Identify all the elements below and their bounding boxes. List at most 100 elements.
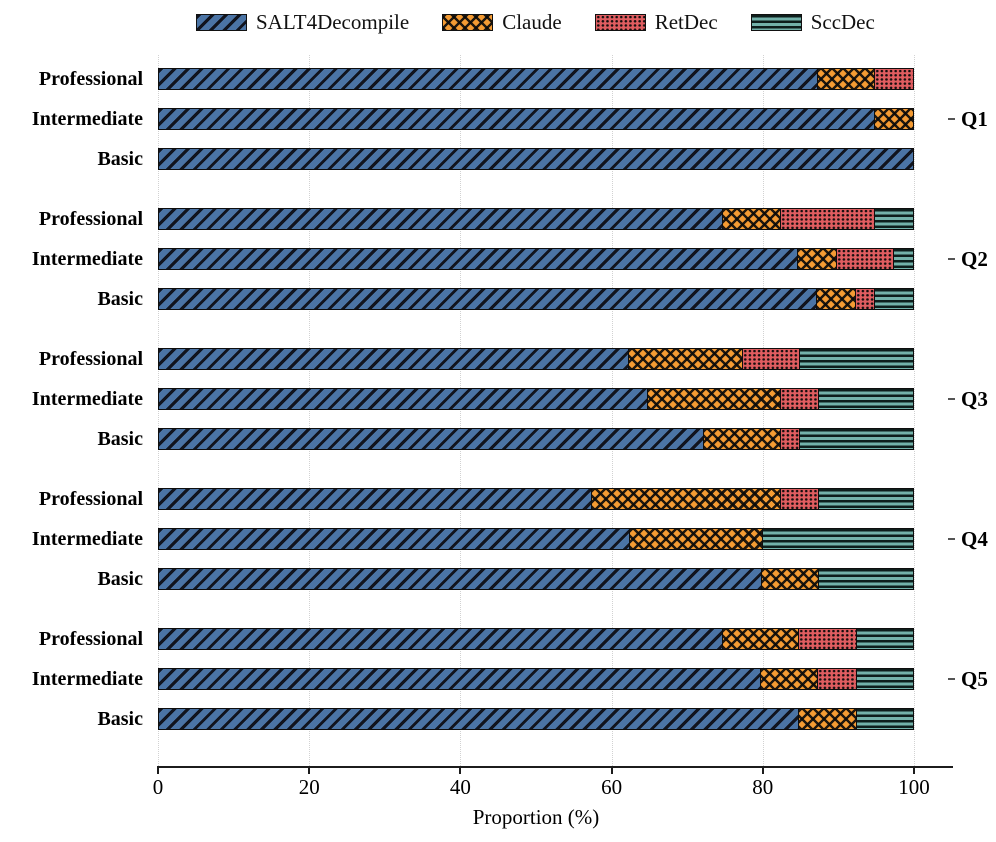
group-label-q4: Q4: [948, 526, 988, 551]
bar-segment-retdec: [875, 69, 913, 89]
group-tick-q4: [948, 538, 955, 540]
bar-segment-retdec: [818, 669, 857, 689]
group-tick-q5: [948, 678, 955, 680]
x-tick-100: [913, 766, 915, 774]
bar-segment-claude: [630, 529, 763, 549]
bar-q4-intermediate: [158, 528, 914, 550]
gridline-x-100: [914, 55, 915, 766]
legend-swatch-sccdec: [750, 14, 802, 31]
group-label-text-q5: Q5: [961, 666, 988, 691]
x-tick-label-100: 100: [898, 775, 930, 799]
group-label-text-q1: Q1: [961, 106, 988, 131]
x-tick-label-60: 60: [601, 775, 623, 799]
bar-segment-salt4decompile: [159, 209, 724, 229]
bar-segment-retdec: [780, 489, 820, 509]
x-tick-20: [308, 766, 311, 774]
bar-segment-salt4decompile: [159, 149, 913, 169]
bar-segment-salt4decompile: [159, 569, 762, 589]
bar-q5-intermediate: [158, 668, 914, 690]
row-label-q2-basic: Basic: [97, 288, 143, 310]
row-label-q4-professional: Professional: [38, 488, 143, 510]
bar-segment-sccdec: [894, 249, 913, 269]
bar-segment-retdec: [780, 389, 820, 409]
bar-q1-intermediate: [158, 108, 914, 130]
bar-segment-claude: [723, 629, 800, 649]
legend-label-claude: Claude: [502, 10, 562, 34]
bar-segment-retdec: [780, 429, 801, 449]
chart-legend: SALT4Decompile Claude RetDec SccDec: [196, 10, 875, 35]
bar-segment-retdec: [836, 249, 895, 269]
row-label-q5-intermediate: Intermediate: [31, 668, 143, 690]
group-tick-q3: [948, 398, 955, 400]
bar-segment-sccdec: [875, 289, 913, 309]
row-label-q1-professional: Professional: [38, 68, 143, 90]
group-label-text-q4: Q4: [961, 526, 988, 551]
group-label-q5: Q5: [948, 666, 988, 691]
legend-item-sccdec: SccDec: [750, 10, 875, 35]
bar-segment-sccdec: [800, 349, 914, 369]
bar-segment-salt4decompile: [159, 249, 799, 269]
bar-q3-basic: [158, 428, 914, 450]
row-label-q3-intermediate: Intermediate: [31, 388, 143, 410]
row-label-q3-basic: Basic: [97, 428, 143, 450]
bar-segment-claude: [591, 489, 781, 509]
bar-segment-claude: [818, 69, 876, 89]
row-label-q4-basic: Basic: [97, 568, 143, 590]
bar-segment-sccdec: [819, 489, 913, 509]
bar-segment-claude: [704, 429, 781, 449]
group-label-q3: Q3: [948, 386, 988, 411]
row-label-q4-intermediate: Intermediate: [31, 528, 143, 550]
x-tick-label-80: 80: [752, 775, 774, 799]
legend-label-retdec: RetDec: [654, 10, 718, 34]
x-tick-label-0: 0: [152, 775, 164, 799]
group-label-text-q3: Q3: [961, 386, 988, 411]
bar-q2-basic: [158, 288, 914, 310]
legend-item-claude: Claude: [442, 10, 562, 35]
bar-segment-sccdec: [819, 389, 913, 409]
gridline-x-40: [460, 55, 462, 766]
x-axis-line: [157, 766, 953, 768]
bar-segment-sccdec: [875, 209, 913, 229]
bar-segment-sccdec: [856, 629, 913, 649]
gridline-x-80: [762, 55, 764, 766]
bar-q3-intermediate: [158, 388, 914, 410]
x-tick-0: [157, 766, 159, 774]
group-label-q1: Q1: [948, 106, 988, 131]
bar-segment-retdec: [780, 209, 876, 229]
bar-q1-basic: [158, 148, 914, 170]
bar-segment-salt4decompile: [159, 629, 724, 649]
legend-swatch-salt4decompile: [196, 14, 247, 31]
bar-segment-claude: [875, 109, 913, 129]
bar-segment-sccdec: [856, 709, 914, 729]
bar-segment-salt4decompile: [159, 429, 705, 449]
bar-segment-claude: [799, 709, 857, 729]
bar-segment-claude: [817, 289, 856, 309]
plot-area: [158, 55, 915, 766]
legend-swatch-claude: [442, 14, 494, 31]
bar-q2-professional: [158, 208, 914, 230]
bar-segment-salt4decompile: [159, 489, 592, 509]
bar-segment-salt4decompile: [159, 349, 630, 369]
x-tick-label-40: 40: [449, 775, 471, 799]
legend-label-salt4decompile: SALT4Decompile: [256, 10, 410, 34]
row-label-q3-professional: Professional: [38, 348, 143, 370]
x-tick-60: [610, 766, 613, 774]
bar-segment-salt4decompile: [159, 669, 761, 689]
legend-item-salt4decompile: SALT4Decompile: [196, 10, 409, 35]
legend-item-retdec: RetDec: [594, 10, 718, 35]
row-label-q1-intermediate: Intermediate: [31, 108, 143, 130]
row-label-q5-professional: Professional: [38, 628, 143, 650]
row-label-q5-basic: Basic: [97, 708, 143, 730]
bar-segment-salt4decompile: [159, 529, 630, 549]
row-label-q2-intermediate: Intermediate: [31, 248, 143, 270]
bar-segment-sccdec: [800, 429, 913, 449]
legend-swatch-retdec: [594, 14, 646, 31]
bar-segment-sccdec: [856, 669, 913, 689]
x-tick-80: [761, 766, 764, 774]
bar-segment-salt4decompile: [159, 389, 649, 409]
gridline-x-60: [611, 55, 613, 766]
bar-q2-intermediate: [158, 248, 914, 270]
group-tick-q2: [948, 258, 955, 260]
group-label-text-q2: Q2: [961, 246, 988, 271]
bar-segment-retdec: [743, 349, 801, 369]
